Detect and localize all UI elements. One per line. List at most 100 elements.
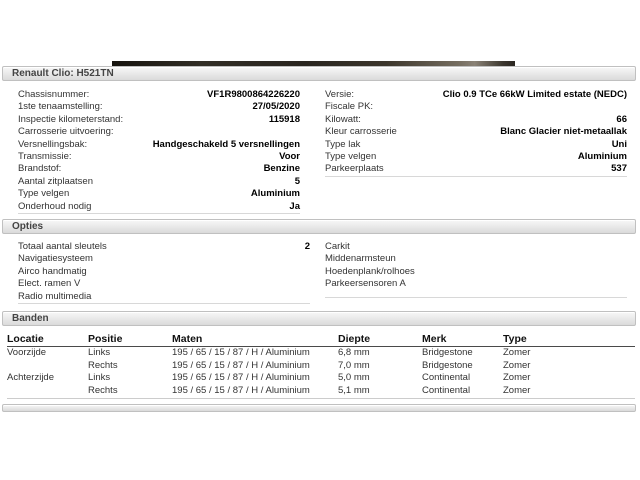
info-label: Chassisnummer:	[18, 89, 90, 100]
info-label: Type velgen	[18, 188, 70, 200]
tyre-cell-type: Zomer	[503, 372, 531, 383]
info-label: Kleur carrosserie	[325, 126, 397, 138]
info-label: Type velgen	[325, 150, 377, 162]
vehicle-title-label: Renault Clio: H521TN	[12, 68, 114, 79]
tyre-table: Locatie Positie Maten Diepte Merk Type V…	[7, 331, 635, 399]
option-label: Middenarmsteun	[325, 253, 396, 265]
option-row: Middenarmsteun	[325, 253, 627, 265]
option-label: Parkeersensoren A	[325, 278, 406, 290]
option-row: Parkeersensoren A	[325, 278, 627, 290]
option-label: Navigatiesysteem	[18, 253, 93, 265]
info-row: Versnellingsbak: Handgeschakeld 5 versne…	[18, 139, 300, 151]
column-header-type: Type	[503, 333, 527, 345]
option-value: 2	[304, 241, 310, 252]
info-label: Aantal zitplaatsen	[18, 175, 93, 187]
section-header-empty[interactable]	[2, 404, 636, 412]
info-value: Handgeschakeld 5 versnellingen	[152, 138, 300, 150]
option-row: Carkit	[325, 241, 627, 253]
tyre-cell-positie: Links	[88, 347, 111, 358]
info-value: Aluminium	[577, 150, 627, 162]
option-row: Radio multimedia	[18, 291, 310, 303]
info-value: Ja	[289, 200, 300, 212]
info-value: Aluminium	[250, 188, 300, 200]
tyre-table-header: Locatie Positie Maten Diepte Merk Type	[7, 331, 635, 347]
section-header-banden[interactable]: Banden	[2, 311, 636, 326]
option-row: Hoedenplank/rolhoes	[325, 266, 627, 278]
column-header-maten: Maten	[172, 333, 203, 345]
info-row: Brandstof: Benzine	[18, 163, 300, 175]
opties-right-column: Carkit Middenarmsteun Hoedenplank/rolhoe…	[325, 241, 627, 298]
info-value: 537	[611, 163, 627, 175]
info-label: Type lak	[325, 138, 361, 150]
option-label: Elect. ramen V	[18, 278, 81, 290]
info-label: 1ste tenaamstelling:	[18, 101, 103, 113]
info-value: Blanc Glacier niet-metaallak	[500, 126, 627, 138]
tyre-cell-merk: Bridgestone	[422, 359, 473, 371]
info-value: Clio 0.9 TCe 66kW Limited estate (NEDC)	[442, 89, 627, 100]
tyre-row: Achterzijde Links 195 / 65 / 15 / 87 / H…	[7, 372, 635, 385]
tyre-cell-diepte: 6,8 mm	[338, 347, 370, 358]
section-header-opties[interactable]: Opties	[2, 219, 636, 234]
info-row: Fiscale PK:	[325, 101, 627, 113]
tyre-cell-type: Zomer	[503, 359, 531, 371]
info-label: Kilowatt:	[325, 113, 361, 125]
info-value: 5	[294, 175, 300, 187]
info-row: Parkeerplaats 537	[325, 163, 627, 175]
info-row: Kilowatt: 66	[325, 114, 627, 126]
vehicle-title-bar[interactable]: Renault Clio: H521TN	[2, 66, 636, 81]
tyre-cell-locatie: Voorzijde	[7, 347, 47, 358]
info-row: Type velgen Aluminium	[325, 151, 627, 163]
tyre-cell-maten: 195 / 65 / 15 / 87 / H / Aluminium	[172, 372, 310, 383]
info-label: Onderhoud nodig	[18, 200, 92, 212]
info-row: Transmissie: Voor	[18, 151, 300, 163]
tyre-cell-positie: Rechts	[88, 359, 118, 371]
tyre-cell-diepte: 7,0 mm	[338, 359, 370, 371]
column-header-diepte: Diepte	[338, 333, 371, 345]
info-row: 1ste tenaamstelling: 27/05/2020	[18, 101, 300, 113]
tyre-cell-positie: Links	[88, 372, 111, 383]
tyre-cell-diepte: 5,1 mm	[338, 384, 370, 396]
tyre-row: Rechts 195 / 65 / 15 / 87 / H / Aluminiu…	[7, 385, 635, 398]
option-row: Elect. ramen V	[18, 278, 310, 290]
info-row: Chassisnummer: VF1R9800864226220	[18, 89, 300, 101]
section-header-opties-label: Opties	[12, 221, 44, 232]
info-label: Parkeerplaats	[325, 163, 384, 175]
info-value: Uni	[611, 138, 627, 150]
info-label: Transmissie:	[18, 150, 72, 162]
tyre-cell-maten: 195 / 65 / 15 / 87 / H / Aluminium	[172, 384, 310, 396]
column-header-locatie: Locatie	[7, 333, 44, 345]
vehicle-info-right-column: Versie: Clio 0.9 TCe 66kW Limited estate…	[325, 89, 627, 177]
info-label: Fiscale PK:	[325, 101, 374, 113]
info-value: 66	[616, 113, 627, 125]
vehicle-info-left-column: Chassisnummer: VF1R9800864226220 1ste te…	[18, 89, 300, 214]
info-value: Voor	[279, 150, 300, 162]
vehicle-photo-edge	[112, 61, 515, 67]
tyre-cell-maten: 195 / 65 / 15 / 87 / H / Aluminium	[172, 347, 310, 358]
info-value: VF1R9800864226220	[207, 89, 300, 100]
info-row: Inspectie kilometerstand: 115918	[18, 114, 300, 126]
info-row: Type velgen Aluminium	[18, 188, 300, 200]
tyre-cell-diepte: 5,0 mm	[338, 372, 370, 383]
tyre-cell-locatie	[7, 385, 88, 398]
column-header-merk: Merk	[422, 333, 447, 345]
info-row: Versie: Clio 0.9 TCe 66kW Limited estate…	[325, 89, 627, 101]
column-header-positie: Positie	[88, 333, 123, 345]
tyre-cell-type: Zomer	[503, 347, 531, 358]
tyre-cell-merk: Continental	[422, 372, 471, 383]
option-row: Totaal aantal sleutels 2	[18, 241, 310, 253]
option-row: Navigatiesysteem	[18, 253, 310, 265]
info-row: Kleur carrosserie Blanc Glacier niet-met…	[325, 126, 627, 138]
option-row: Airco handmatig	[18, 266, 310, 278]
tyre-cell-locatie	[7, 360, 88, 373]
tyre-cell-maten: 195 / 65 / 15 / 87 / H / Aluminium	[172, 359, 310, 371]
info-row: Onderhoud nodig Ja	[18, 201, 300, 213]
tyre-row: Voorzijde Links 195 / 65 / 15 / 87 / H /…	[7, 347, 635, 360]
info-label: Versie:	[325, 89, 355, 100]
option-label: Airco handmatig	[18, 265, 87, 277]
info-row: Aantal zitplaatsen 5	[18, 176, 300, 188]
info-row: Type lak Uni	[325, 139, 627, 151]
info-row: Carrosserie uitvoering:	[18, 126, 300, 138]
info-label: Carrosserie uitvoering:	[18, 126, 114, 138]
option-label: Carkit	[325, 241, 350, 252]
